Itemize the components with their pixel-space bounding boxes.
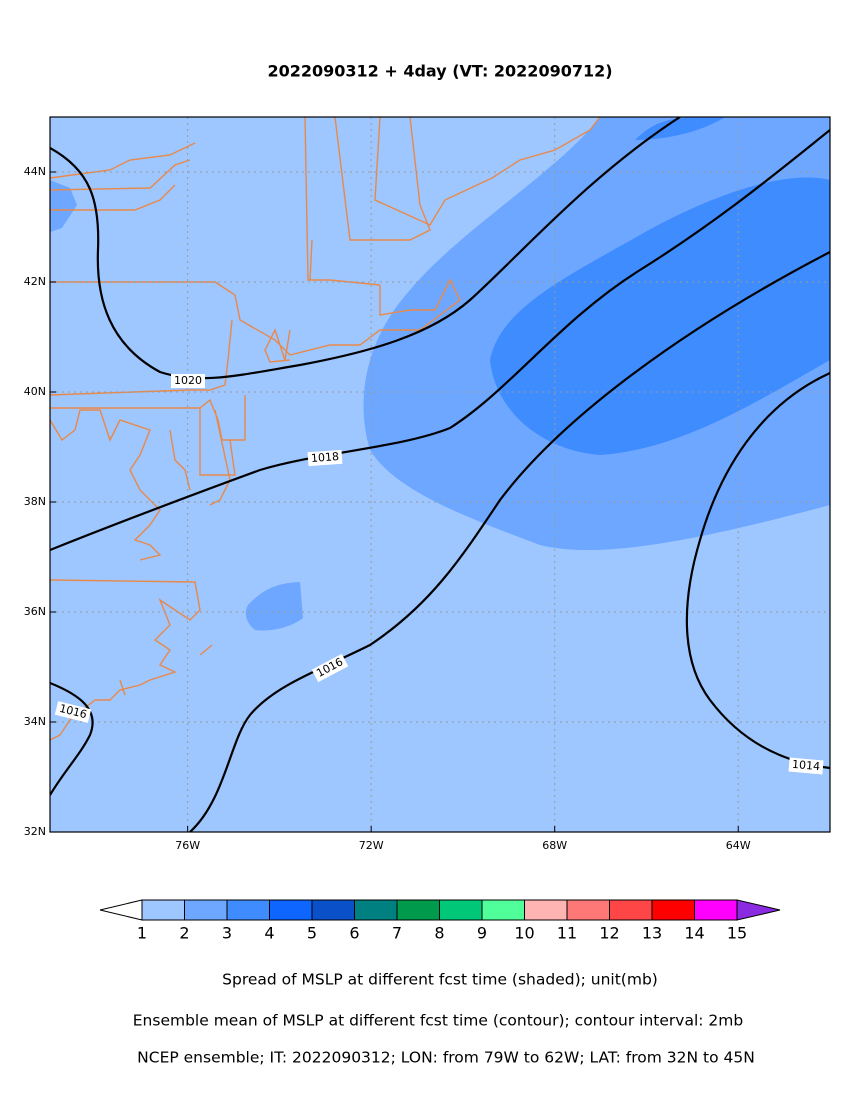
contour-label-group: 1016 bbox=[54, 701, 92, 723]
shade-2-3 bbox=[50, 180, 77, 232]
contour-line bbox=[50, 129, 830, 552]
map-frame bbox=[49, 116, 831, 833]
colorbar-box bbox=[184, 899, 228, 921]
colorbar-under bbox=[99, 899, 143, 921]
colorbar-label: 11 bbox=[557, 924, 577, 943]
colorbar-box bbox=[566, 899, 610, 921]
shade-3-4 bbox=[490, 177, 830, 455]
caption: NCEP ensemble; IT: 2022090312; LON: from… bbox=[137, 1049, 755, 1067]
contour-line bbox=[685, 371, 830, 770]
contour-label: 1018 bbox=[311, 450, 340, 465]
colorbar-label: 13 bbox=[642, 924, 662, 943]
colorbar-box bbox=[311, 899, 355, 921]
colorbar-box bbox=[396, 899, 440, 921]
colorbar-label: 12 bbox=[599, 924, 619, 943]
contour-line bbox=[50, 117, 681, 380]
contour-label-group: 1014 bbox=[788, 757, 824, 775]
colorbar-box bbox=[226, 899, 270, 921]
contour-label: 1020 bbox=[174, 374, 202, 387]
colorbar-label: 1 bbox=[137, 924, 147, 943]
contour-label-bg bbox=[307, 449, 343, 467]
contour-label-bg bbox=[54, 701, 92, 723]
x-tick-label: 76W bbox=[175, 839, 200, 852]
coastline bbox=[50, 117, 601, 741]
x-tick-label: 68W bbox=[542, 839, 567, 852]
colorbar-label: 4 bbox=[264, 924, 274, 943]
y-tick-label: 44N bbox=[24, 165, 46, 178]
contour-line bbox=[50, 681, 94, 796]
colorbar-label: 15 bbox=[727, 924, 747, 943]
y-tick-label: 40N bbox=[24, 385, 46, 398]
colorbar-label: 10 bbox=[514, 924, 534, 943]
contour-label-group: 1018 bbox=[307, 449, 343, 467]
contour-label-bg bbox=[311, 653, 349, 683]
y-tick-label: 36N bbox=[24, 605, 46, 618]
colorbar-label: 3 bbox=[222, 924, 232, 943]
colorbar-label: 7 bbox=[392, 924, 402, 943]
colorbar-label: 6 bbox=[349, 924, 359, 943]
colorbar-label: 14 bbox=[684, 924, 704, 943]
coastline bbox=[50, 117, 601, 741]
colorbar-label: 9 bbox=[477, 924, 487, 943]
colorbar-label: 8 bbox=[434, 924, 444, 943]
colorbar-box bbox=[694, 899, 738, 921]
caption: Spread of MSLP at different fcst time (s… bbox=[222, 971, 658, 989]
colorbar-over bbox=[736, 899, 781, 921]
contour-label-bg bbox=[788, 757, 824, 775]
x-tick-label: 64W bbox=[726, 839, 751, 852]
shade-3-4 bbox=[635, 117, 725, 140]
y-tick-label: 38N bbox=[24, 495, 46, 508]
colorbar-label: 2 bbox=[179, 924, 189, 943]
contour-label-bg bbox=[171, 374, 205, 388]
contour-label-group: 1020 bbox=[171, 374, 205, 388]
contour-label: 1014 bbox=[792, 758, 821, 773]
colorbar-box bbox=[609, 899, 653, 921]
colorbar-box bbox=[524, 899, 568, 921]
colorbar-box bbox=[439, 899, 483, 921]
colorbar-box bbox=[354, 899, 398, 921]
x-tick-label: 72W bbox=[359, 839, 384, 852]
colorbar-box bbox=[269, 899, 313, 921]
shade-2-3 bbox=[245, 582, 303, 631]
gridlines bbox=[50, 117, 830, 832]
colorbar-box bbox=[141, 899, 185, 921]
caption: Ensemble mean of MSLP at different fcst … bbox=[133, 1012, 743, 1030]
colorbar-box bbox=[481, 899, 525, 921]
y-tick-label: 32N bbox=[24, 825, 46, 838]
colorbar-label: 5 bbox=[307, 924, 317, 943]
title: 2022090312 + 4day (VT: 2022090712) bbox=[267, 62, 612, 81]
colorbar-box bbox=[651, 899, 695, 921]
y-tick-label: 34N bbox=[24, 715, 46, 728]
contour-line bbox=[189, 251, 830, 832]
y-tick-label: 42N bbox=[24, 275, 46, 288]
